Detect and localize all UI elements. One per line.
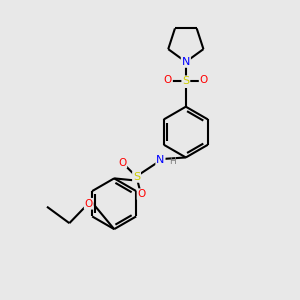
Text: O: O [200, 74, 208, 85]
Text: O: O [137, 189, 146, 199]
Text: O: O [85, 199, 93, 209]
Text: O: O [164, 74, 172, 85]
Text: S: S [133, 172, 140, 182]
Text: N: N [182, 57, 190, 67]
Text: S: S [182, 76, 189, 86]
Text: H: H [169, 158, 175, 166]
Text: O: O [118, 158, 126, 167]
Text: N: N [156, 155, 165, 166]
